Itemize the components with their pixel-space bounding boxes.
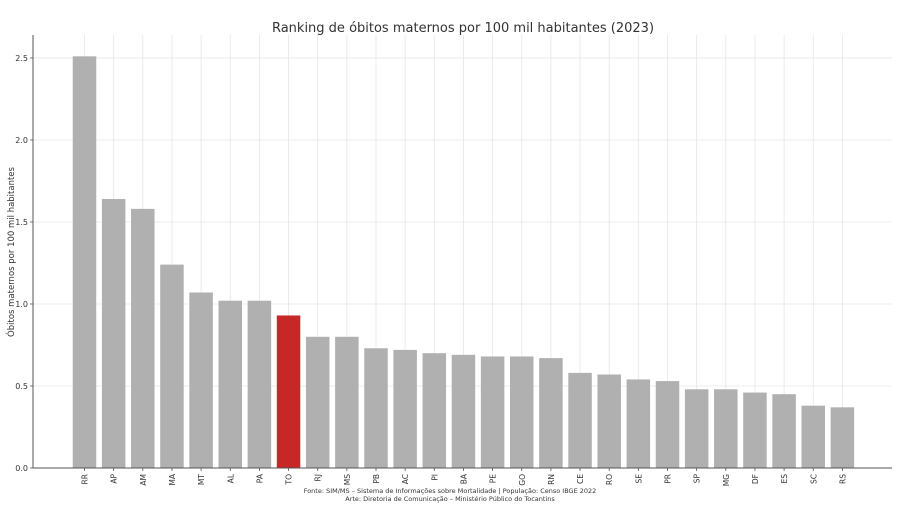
bar-pe: [480, 356, 505, 468]
x-tick-label: MT: [197, 474, 206, 485]
bar-go: [510, 356, 534, 468]
bar-ce: [568, 372, 592, 468]
y-tick-label: 1.0: [15, 300, 28, 309]
bar-mg: [714, 389, 738, 468]
x-tick-label: PB: [372, 474, 381, 484]
x-tick-label: GO: [518, 474, 527, 486]
bar-am: [131, 208, 155, 468]
bar-ms: [335, 336, 359, 468]
bar-mt: [189, 292, 213, 468]
x-tick-label: MA: [168, 473, 177, 485]
bar-pr: [655, 381, 680, 468]
bar-ma: [160, 264, 184, 468]
x-tick-label: AC: [401, 474, 410, 484]
x-tick-label: DF: [751, 474, 760, 484]
x-tick-label: PI: [430, 474, 439, 481]
bar-ro: [597, 374, 621, 468]
x-tick-label: RS: [838, 474, 847, 484]
y-axis-label: Óbitos maternos por 100 mil habitantes: [5, 166, 17, 336]
bar-ac: [393, 349, 417, 468]
x-tick-label: CE: [576, 474, 585, 484]
bar-ap: [101, 199, 126, 469]
x-tick-label: SC: [809, 474, 818, 484]
x-tick-label: RR: [81, 474, 90, 484]
y-tick-labels: 0.0 0.5 1.0 1.5 2.0 2.5: [15, 54, 33, 473]
footer-credit: Arte: Diretoria de Comunicação – Ministé…: [345, 495, 555, 503]
x-tick-label: RO: [605, 474, 614, 485]
y-tick-label: 2.0: [15, 136, 28, 145]
y-tick-label: 1.5: [15, 218, 28, 227]
x-tick-label: PR: [664, 474, 673, 484]
x-tick-labels: RR AP AM MA MT AL PA TO RJ MS PB AC PI BA PE GO RN CE RO SE…: [81, 468, 847, 486]
footer-source: Fonte: SIM/MS – Sistema de Informações s…: [304, 487, 597, 495]
bar-rj: [305, 336, 330, 468]
y-tick-label: 0.5: [15, 382, 28, 391]
bar-pa: [247, 300, 272, 468]
bar-ba: [451, 354, 476, 468]
bar-rs: [830, 407, 855, 468]
bars: [72, 56, 855, 469]
bar-pi: [422, 353, 447, 468]
x-tick-label: AP: [110, 474, 119, 484]
x-tick-label: RN: [547, 474, 556, 485]
bar-sc: [801, 405, 825, 468]
bar-to: [276, 315, 301, 468]
y-tick-label: 0.0: [15, 464, 28, 473]
x-tick-label: PE: [489, 474, 498, 484]
chart-title: Ranking de óbitos maternos por 100 mil h…: [272, 21, 654, 36]
x-tick-label: RJ: [314, 474, 323, 481]
bar-pb: [364, 348, 388, 468]
x-tick-label: TO: [285, 474, 294, 486]
y-tick-label: 2.5: [15, 54, 28, 63]
x-tick-label: BA: [459, 473, 468, 484]
x-tick-label: MS: [343, 474, 352, 485]
bar-rn: [539, 358, 563, 468]
x-tick-label: PA: [255, 473, 264, 483]
bar-rr: [72, 56, 97, 469]
x-tick-label: AL: [226, 473, 235, 483]
bar-df: [743, 392, 767, 468]
x-tick-label: AM: [139, 474, 148, 486]
x-tick-label: SE: [634, 474, 643, 484]
x-tick-label: MG: [722, 474, 731, 486]
x-tick-label: ES: [780, 474, 789, 484]
bar-se: [626, 379, 651, 468]
axes: [32, 35, 892, 469]
bar-al: [218, 300, 242, 468]
x-tick-label: SP: [693, 474, 702, 484]
bar-es: [772, 394, 796, 468]
bar-sp: [684, 389, 709, 468]
